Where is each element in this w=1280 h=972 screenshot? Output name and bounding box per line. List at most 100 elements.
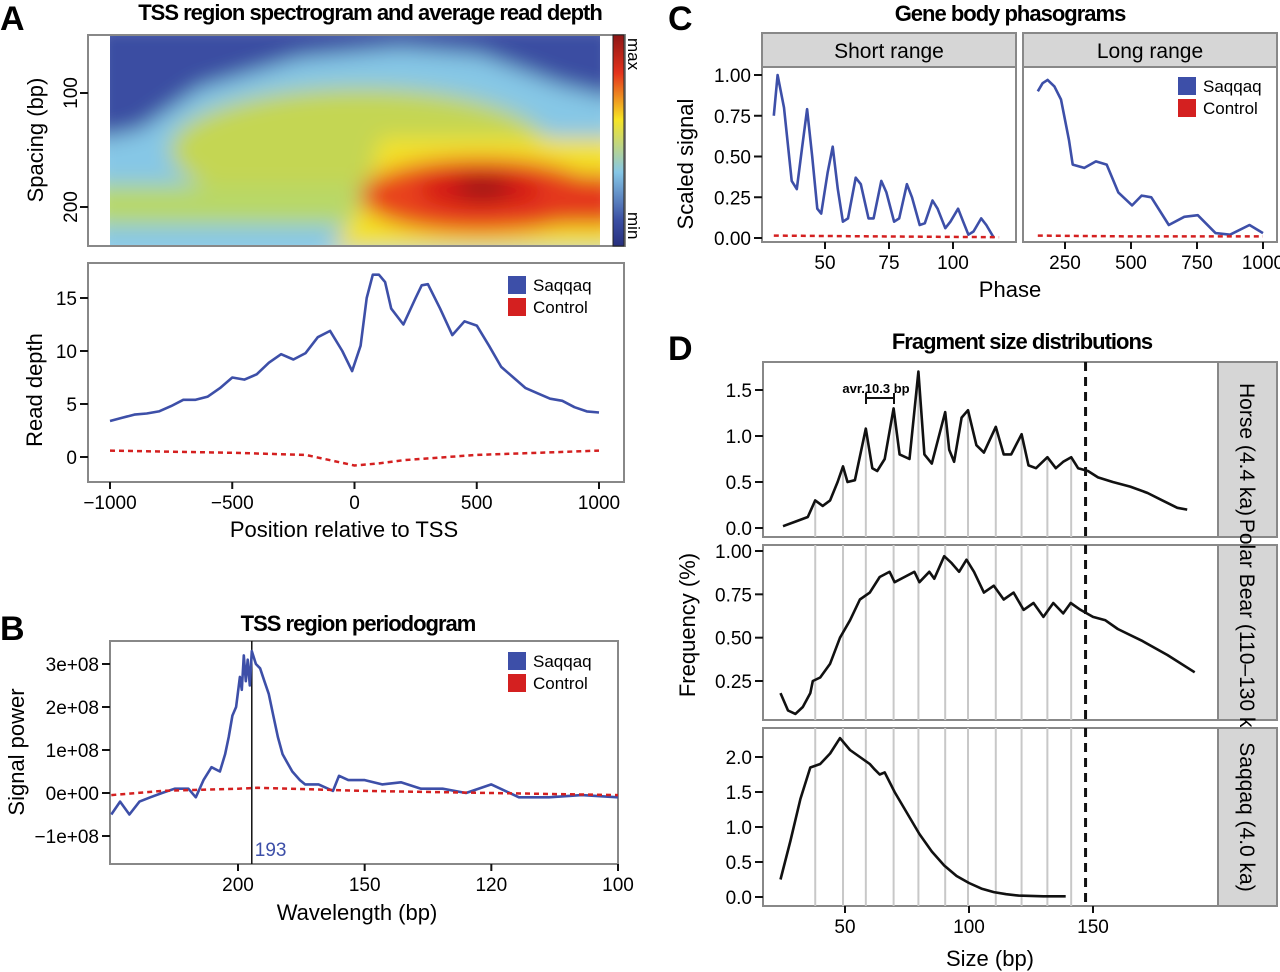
plot-frame — [109, 640, 619, 865]
x-axis-label-c: Phase — [979, 277, 1041, 302]
series-line-control — [109, 449, 600, 467]
colorbar-min-label: min — [624, 212, 643, 239]
y-tick-label: 100 — [61, 77, 82, 109]
y-axis-label-c: Scaled signal — [673, 99, 698, 230]
plot-panel-2 — [102, 640, 619, 871]
y-tick-label: 0.75 — [714, 107, 751, 128]
plot-frame — [762, 544, 1219, 721]
plot-panel-7 — [755, 727, 1278, 913]
facet-strip — [1217, 361, 1278, 538]
y-tick-label: 5 — [66, 395, 77, 416]
facet-strip — [761, 32, 1017, 68]
x-tick-label: 100 — [602, 875, 634, 896]
x-tick-label: 100 — [937, 253, 969, 274]
y-tick-label: 0.25 — [715, 672, 752, 693]
legend-swatch-saqqaq — [1178, 77, 1196, 95]
x-tick-label: 100 — [953, 917, 985, 938]
y-tick-label: 1.5 — [726, 381, 752, 402]
y-axis-label-a: Spacing (bp) — [23, 78, 48, 203]
legend-swatch-control — [508, 674, 526, 692]
legend-label: Saqqaq — [533, 652, 592, 671]
series-line-saqqaq — [772, 73, 996, 239]
plot-frame — [762, 361, 1219, 538]
y-tick-label: 0.0 — [726, 888, 752, 909]
x-tick-label: 50 — [834, 917, 855, 938]
panel-letter-d: D — [668, 330, 693, 368]
x-tick-label: 50 — [814, 253, 835, 274]
facet-strip-label: Short range — [834, 40, 944, 63]
facet-strip-label: Saqqaq (4.0 ka) — [1235, 742, 1258, 891]
legend-swatch-control — [1178, 99, 1196, 117]
y-tick-label: −1e+08 — [35, 827, 99, 848]
y-tick-label: 200 — [61, 191, 82, 223]
legend-swatch-saqqaq — [508, 276, 526, 294]
title-d: Fragment size distributions — [892, 329, 1153, 354]
x-axis-label-d: Size (bp) — [946, 946, 1034, 971]
facet-strip-label: Polar Bear (110–130 ka) — [1235, 519, 1258, 746]
y-tick-label: 2e+08 — [46, 698, 99, 719]
facet-strip-label: Long range — [1097, 40, 1203, 63]
x-axis-label-b: Wavelength (bp) — [277, 900, 438, 925]
colorbar-max-label: max — [624, 38, 643, 71]
x-tick-label: −1000 — [83, 493, 136, 514]
plot-panel-1 — [80, 262, 625, 489]
x-tick-label: 150 — [1077, 917, 1109, 938]
y-tick-label: 0.75 — [715, 585, 752, 606]
plot-panel-6 — [755, 544, 1278, 721]
plot-layer: 100 200 0 5 10 15 −1000 −500 0 500 1000 193 3e+08 2e+… — [4, 32, 1280, 971]
y-tick-label: 0.5 — [726, 853, 752, 874]
x-tick-label: 250 — [1049, 253, 1081, 274]
x-tick-label: 0 — [349, 493, 360, 514]
y-axis-label-d: Frequency (%) — [675, 553, 700, 697]
panel-letter-a: A — [0, 0, 25, 38]
x-tick-label: 200 — [222, 875, 254, 896]
title-a: TSS region spectrogram and average read … — [138, 0, 602, 25]
x-tick-label: 500 — [461, 493, 493, 514]
y-tick-label: 1.00 — [714, 66, 751, 87]
x-tick-label: −500 — [211, 493, 254, 514]
facet-strip — [1022, 32, 1278, 68]
legend-label: Control — [533, 674, 588, 693]
plot-frame — [761, 66, 1017, 243]
y-axis-label-b: Signal power — [4, 688, 29, 815]
title-b: TSS region periodogram — [241, 611, 476, 636]
y-tick-label: 0.25 — [714, 188, 751, 209]
x-tick-label: 1000 — [578, 493, 620, 514]
y-tick-label: 0.50 — [715, 629, 752, 650]
x-tick-label: 150 — [349, 875, 381, 896]
series-line-control — [111, 786, 618, 797]
legend-swatch-saqqaq — [508, 652, 526, 670]
series-line-control — [1037, 234, 1263, 238]
facet-strip — [1217, 544, 1278, 721]
plot-panel-4 — [1022, 32, 1278, 249]
panel-letter-b: B — [0, 610, 25, 648]
colorbar — [612, 34, 625, 247]
x-axis-label-a: Position relative to TSS — [230, 517, 458, 542]
plot-frame — [762, 727, 1219, 907]
y-tick-label: 0.0 — [726, 519, 752, 540]
y-tick-label: 0.00 — [714, 229, 751, 250]
legend-swatch-control — [508, 298, 526, 316]
y-tick-label: 15 — [56, 289, 77, 310]
y-tick-label: 1.5 — [726, 783, 752, 804]
y-tick-label: 1e+08 — [46, 741, 99, 762]
y-tick-label: 1.0 — [726, 427, 752, 448]
series-line-control — [773, 234, 1000, 239]
y-tick-label: 1.00 — [715, 542, 752, 563]
y-tick-label: 0e+00 — [46, 784, 99, 805]
plot-panel-5 — [755, 361, 1278, 538]
legend-label: Control — [533, 298, 588, 317]
y-axis-label-a2: Read depth — [22, 333, 47, 447]
y-tick-label: 0.50 — [714, 148, 751, 169]
series-line-fragment-size — [779, 554, 1196, 716]
period-annotation: avr.10.3 bp — [842, 381, 909, 396]
facet-strip — [1217, 727, 1278, 907]
y-tick-label: 3e+08 — [46, 655, 99, 676]
y-tick-label: 0.5 — [726, 473, 752, 494]
series-line-saqqaq — [1036, 78, 1264, 236]
legend-label: Control — [1203, 99, 1258, 118]
plot-frame — [87, 262, 625, 483]
legend-label: Saqqaq — [1203, 77, 1262, 96]
x-tick-label: 1000 — [1242, 253, 1280, 274]
